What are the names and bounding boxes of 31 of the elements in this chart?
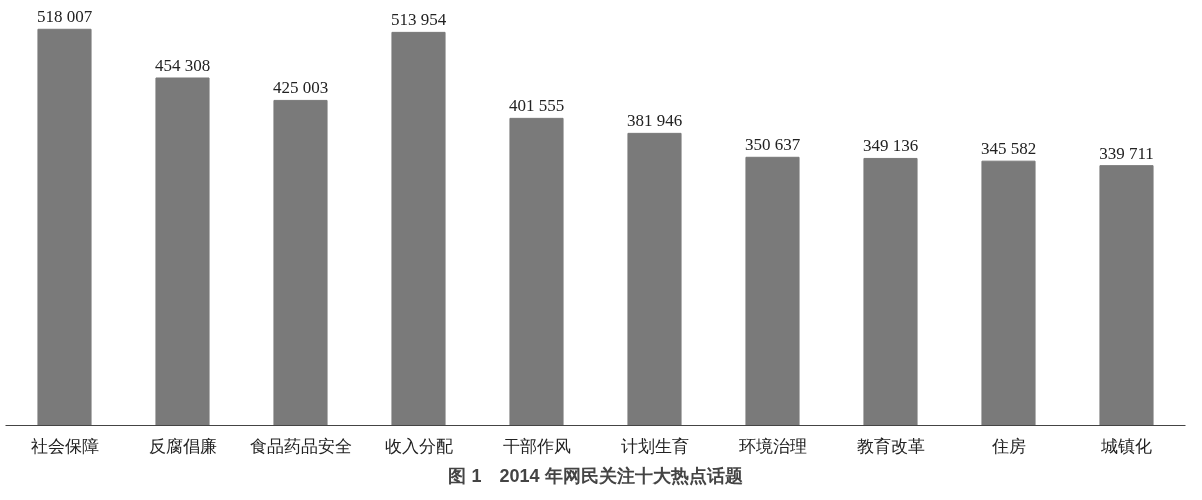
x-tick-label: 计划生育 — [620, 436, 689, 456]
bar — [391, 31, 446, 426]
bar — [1099, 165, 1154, 426]
bar — [509, 117, 564, 426]
x-tick-label: 社会保障 — [30, 436, 99, 456]
data-label: 345 582 — [980, 139, 1037, 159]
data-label: 401 555 — [508, 96, 565, 116]
x-tick-label: 教育改革 — [856, 436, 925, 456]
x-tick-label: 环境治理 — [738, 436, 807, 456]
bar — [273, 99, 328, 426]
x-tick-label: 住房 — [990, 436, 1026, 456]
data-label: 454 308 — [154, 56, 211, 75]
data-label: 513 954 — [390, 10, 447, 30]
bar — [981, 160, 1036, 426]
x-tick-label: 食品药品安全 — [249, 436, 352, 456]
data-label: 339 711 — [1099, 143, 1154, 163]
bar — [627, 132, 682, 426]
bar — [745, 156, 800, 426]
data-label: 381 946 — [626, 111, 683, 131]
x-tick-label: 城镇化 — [1100, 436, 1152, 456]
bar — [155, 77, 210, 426]
x-tick-label: 收入分配 — [384, 436, 453, 456]
data-label: 518 007 — [36, 7, 93, 27]
data-label: 349 136 — [862, 136, 919, 156]
data-label: 350 637 — [744, 135, 801, 155]
x-tick-label: 干部作风 — [502, 436, 571, 456]
bar — [863, 157, 918, 426]
data-label: 425 003 — [272, 78, 329, 98]
x-tick-label: 反腐倡廉 — [148, 436, 217, 456]
bar — [37, 28, 92, 426]
text: 图 1 2014 年网民关注十大热点话题 — [448, 465, 743, 486]
